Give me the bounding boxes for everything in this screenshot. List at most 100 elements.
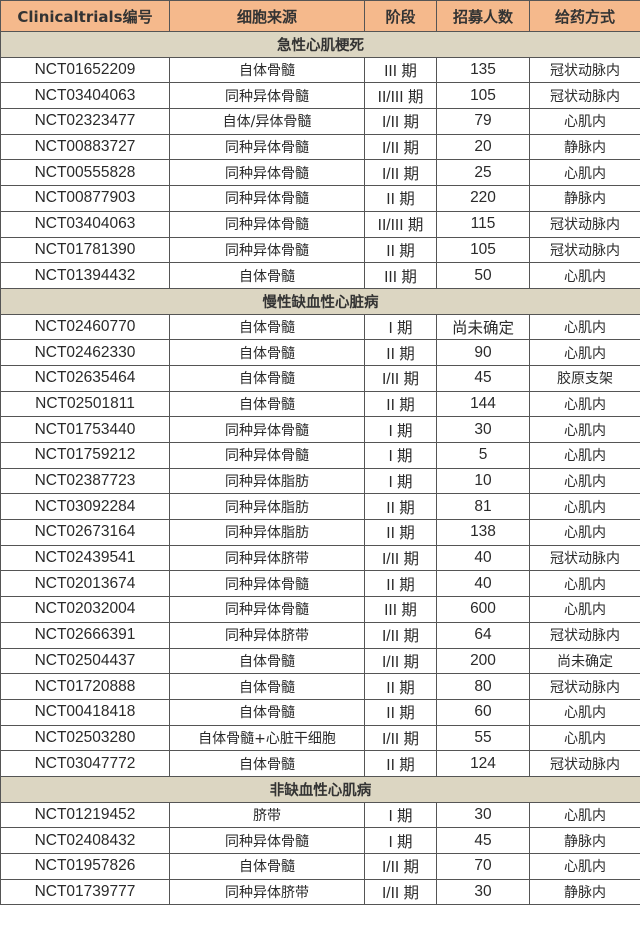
phase-cell: I 期: [364, 827, 437, 854]
trial-id-cell: NCT02504437: [0, 647, 170, 675]
route-cell: 心肌内: [529, 698, 640, 726]
table-row: NCT03404063 同种异体骨髓 II/III 期 115 冠状动脉内: [0, 210, 640, 238]
cell-source-cell: 同种异体脐带: [169, 544, 365, 572]
trial-id-cell: NCT02503280: [0, 724, 170, 752]
trial-id-cell: NCT02032004: [0, 596, 170, 623]
cell-source-cell: 自体骨髓: [169, 262, 365, 289]
cell-source-cell: 同种异体脂肪: [169, 519, 365, 546]
phase-cell: I/II 期: [364, 724, 437, 752]
header-enrollment: 招募人数: [436, 0, 530, 32]
cell-source-cell: 自体/异体骨髓: [169, 108, 365, 135]
table-row: NCT03404063 同种异体骨髓 II/III 期 105 冠状动脉内: [0, 82, 640, 110]
table-row: NCT01957826 自体骨髓 I/II 期 70 心肌内: [0, 853, 640, 880]
enrollment-cell: 81: [436, 493, 530, 521]
route-cell: 冠状动脉内: [529, 56, 640, 84]
phase-cell: II 期: [364, 390, 437, 418]
phase-cell: II/III 期: [364, 82, 437, 110]
phase-cell: II 期: [364, 339, 437, 366]
cell-source-cell: 同种异体骨髓: [169, 236, 365, 264]
route-cell: 心肌内: [529, 416, 640, 443]
trial-id-cell: NCT03404063: [0, 210, 170, 238]
phase-cell: II 期: [364, 519, 437, 546]
section-row: 慢性缺血性心脏病: [0, 287, 640, 315]
trial-id-cell: NCT03404063: [0, 82, 170, 110]
route-cell: 心肌内: [529, 570, 640, 598]
phase-cell: I 期: [364, 416, 437, 443]
table-row: NCT01219452 脐带 I 期 30 心肌内: [0, 801, 640, 829]
enrollment-cell: 45: [436, 827, 530, 854]
route-cell: 心肌内: [529, 467, 640, 495]
enrollment-cell: 45: [436, 364, 530, 392]
cell-source-cell: 同种异体骨髓: [169, 133, 365, 161]
trial-id-cell: NCT00418418: [0, 698, 170, 726]
route-cell: 冠状动脉内: [529, 544, 640, 572]
enrollment-cell: 50: [436, 262, 530, 289]
table-row: NCT01753440 同种异体骨髓 I 期 30 心肌内: [0, 416, 640, 443]
enrollment-cell: 115: [436, 210, 530, 238]
enrollment-cell: 尚未确定: [436, 313, 530, 341]
phase-cell: I/II 期: [364, 621, 437, 649]
trial-id-cell: NCT00555828: [0, 159, 170, 187]
table-row: NCT00418418 自体骨髓 II 期 60 心肌内: [0, 698, 640, 726]
enrollment-cell: 30: [436, 416, 530, 443]
phase-cell: II 期: [364, 750, 437, 777]
section-title: 非缺血性心肌病: [0, 775, 640, 803]
cell-source-cell: 自体骨髓: [169, 339, 365, 366]
trial-id-cell: NCT03047772: [0, 750, 170, 777]
enrollment-cell: 30: [436, 801, 530, 829]
enrollment-cell: 105: [436, 236, 530, 264]
phase-cell: I/II 期: [364, 853, 437, 880]
trial-id-cell: NCT01219452: [0, 801, 170, 829]
cell-source-cell: 自体骨髓+心脏干细胞: [169, 724, 365, 752]
table-row: NCT02501811 自体骨髓 II 期 144 心肌内: [0, 390, 640, 418]
phase-cell: II 期: [364, 236, 437, 264]
phase-cell: II 期: [364, 673, 437, 700]
trial-id-cell: NCT01720888: [0, 673, 170, 700]
phase-cell: I 期: [364, 467, 437, 495]
trial-id-cell: NCT03092284: [0, 493, 170, 521]
table-row: NCT03092284 同种异体脂肪 II 期 81 心肌内: [0, 493, 640, 521]
cell-source-cell: 同种异体骨髓: [169, 416, 365, 443]
cell-source-cell: 同种异体骨髓: [169, 596, 365, 623]
table-row: NCT01759212 同种异体骨髓 I 期 5 心肌内: [0, 442, 640, 469]
phase-cell: I/II 期: [364, 544, 437, 572]
table-row: NCT00877903 同种异体骨髓 II 期 220 静脉内: [0, 185, 640, 212]
trial-id-cell: NCT02666391: [0, 621, 170, 649]
route-cell: 冠状动脉内: [529, 621, 640, 649]
trial-id-cell: NCT02439541: [0, 544, 170, 572]
enrollment-cell: 200: [436, 647, 530, 675]
cell-source-cell: 同种异体骨髓: [169, 159, 365, 187]
table-row: NCT02408432 同种异体骨髓 I 期 45 静脉内: [0, 827, 640, 854]
cell-source-cell: 同种异体骨髓: [169, 185, 365, 212]
enrollment-cell: 80: [436, 673, 530, 700]
trial-id-cell: NCT01753440: [0, 416, 170, 443]
enrollment-cell: 220: [436, 185, 530, 212]
route-cell: 静脉内: [529, 827, 640, 854]
cell-source-cell: 同种异体骨髓: [169, 442, 365, 469]
phase-cell: I/II 期: [364, 159, 437, 187]
cell-source-cell: 同种异体脐带: [169, 878, 365, 906]
phase-cell: II 期: [364, 493, 437, 521]
table-row: NCT03047772 自体骨髓 II 期 124 冠状动脉内: [0, 750, 640, 777]
table-body: 急性心肌梗死 NCT01652209 自体骨髓 III 期 135 冠状动脉内 NCT034…: [0, 31, 640, 906]
route-cell: 心肌内: [529, 442, 640, 469]
trial-id-cell: NCT01739777: [0, 878, 170, 906]
header-cell-source: 细胞来源: [169, 0, 365, 32]
trial-id-cell: NCT01652209: [0, 56, 170, 84]
route-cell: 心肌内: [529, 853, 640, 880]
phase-cell: II 期: [364, 570, 437, 598]
cell-source-cell: 同种异体脐带: [169, 621, 365, 649]
enrollment-cell: 5: [436, 442, 530, 469]
table-row: NCT01739777 同种异体脐带 I/II 期 30 静脉内: [0, 878, 640, 906]
phase-cell: I 期: [364, 313, 437, 341]
table-row: NCT01652209 自体骨髓 III 期 135 冠状动脉内: [0, 56, 640, 84]
trial-id-cell: NCT02673164: [0, 519, 170, 546]
phase-cell: I 期: [364, 442, 437, 469]
route-cell: 尚未确定: [529, 647, 640, 675]
trial-id-cell: NCT02635464: [0, 364, 170, 392]
route-cell: 静脉内: [529, 878, 640, 906]
table-row: NCT02013674 同种异体骨髓 II 期 40 心肌内: [0, 570, 640, 598]
route-cell: 冠状动脉内: [529, 236, 640, 264]
enrollment-cell: 25: [436, 159, 530, 187]
phase-cell: I/II 期: [364, 878, 437, 906]
